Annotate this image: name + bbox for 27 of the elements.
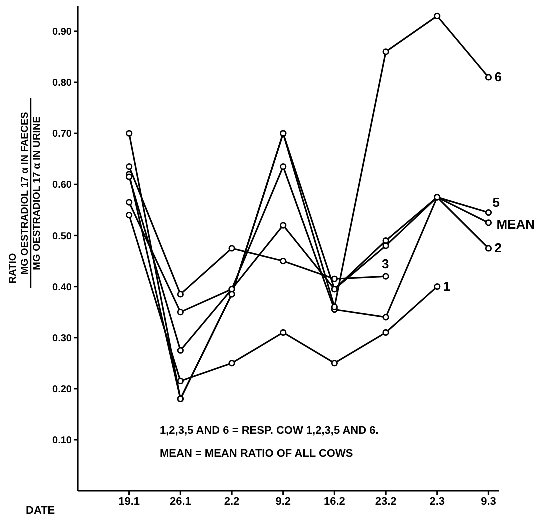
x-tick-label: 19.1 — [118, 496, 140, 508]
series-label: 1 — [443, 278, 451, 294]
annotation: MEAN = MEAN RATIO OF ALL COWS — [160, 448, 354, 460]
series-label: 6 — [494, 69, 502, 84]
y-tick-label: 0.40 — [52, 282, 72, 294]
y-tick-label: 0.70 — [52, 129, 72, 140]
y-axis-title: RATIO MG OESTRADIOL 17 α IN FAECES MG OESTRADIOL 17 α IN URINE — [8, 112, 43, 284]
y-tick-label: 0.80 — [52, 78, 72, 90]
x-tick-label: 26.1 — [170, 496, 192, 508]
series-label: 3 — [382, 256, 390, 272]
x-tick-label: 16.2 — [324, 496, 346, 508]
y-tick-label: 0.90 — [52, 27, 72, 38]
x-tick-label: 9.2 — [276, 496, 292, 508]
x-tick-label: 23.2 — [375, 496, 397, 508]
y-tick-label: 0.10 — [52, 435, 72, 446]
y-tick-label: 0.50 — [52, 231, 72, 242]
series-label: 2 — [494, 240, 502, 256]
x-tick-label: 2.3 — [430, 496, 446, 508]
x-axis-title: DATE — [26, 505, 56, 517]
x-tick-label: 9.3 — [481, 496, 496, 508]
series-label: 5 — [492, 194, 500, 210]
annotation: 1,2,3,5 AND 6 = RESP. COW 1,2,3,5 AND 6. — [160, 425, 379, 437]
series-label: MEAN — [496, 216, 536, 232]
y-tick-label: 0.30 — [52, 333, 72, 344]
y-tick-label: 0.60 — [52, 180, 72, 192]
y-tick-label: 0.20 — [52, 384, 72, 396]
x-tick-label: 2.2 — [224, 496, 240, 508]
